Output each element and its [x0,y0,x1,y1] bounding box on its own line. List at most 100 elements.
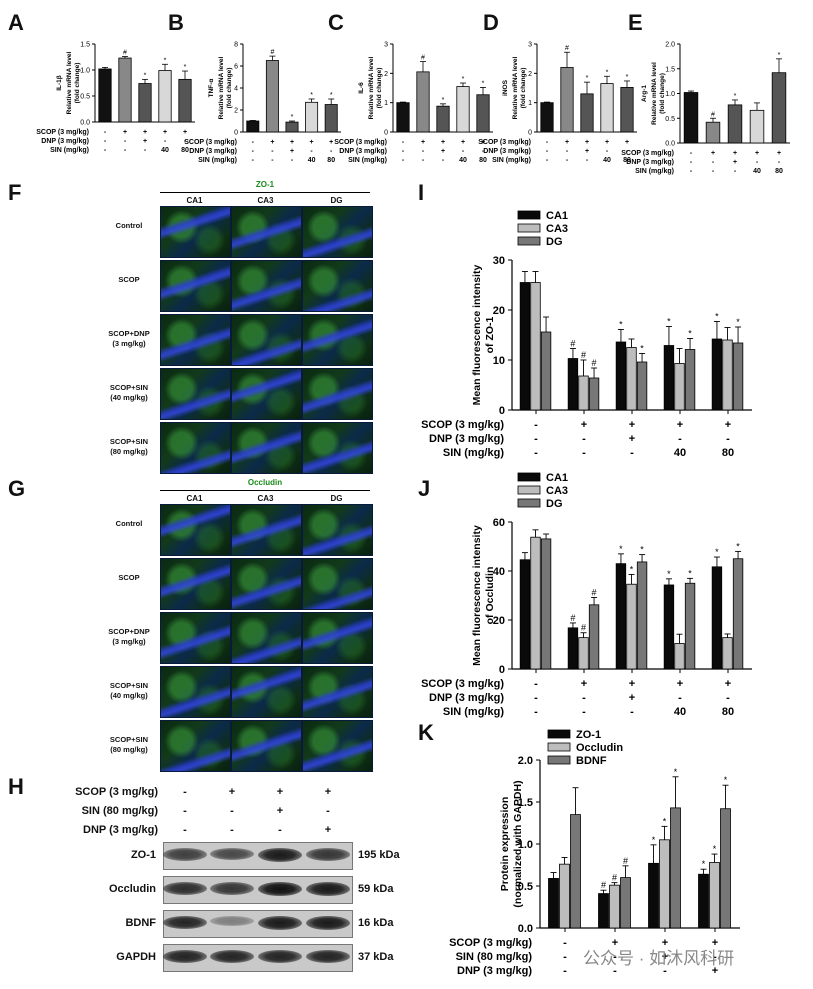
nuclei-band [161,744,230,771]
nuclei-band [161,263,230,303]
sig-mark-I: # [581,350,586,360]
micrograph-col-dg: DG [330,494,343,503]
condition-value-D: - [626,148,629,155]
sig-mark-B: # [270,49,274,56]
tick-label-E: 0.5 [665,116,675,123]
tick-label-K: 1.5 [518,797,533,809]
bar-J-dg [732,558,744,670]
y-axis-label-D: (fold change) [520,68,527,109]
bar-K-occludin [709,862,720,929]
nuclei-band [161,561,230,601]
nuclei-band [303,438,372,473]
condition-label-J: SCOP (3 mg/kg) [421,678,504,690]
panel-label-f: F [8,180,22,205]
condition-value-D: + [625,139,629,146]
condition-value-K: + [712,937,718,949]
condition-value-K: + [612,937,618,949]
bar-C [416,71,430,133]
nuclei-band [303,522,372,555]
sig-mark-K: * [652,835,656,845]
nuclei-band [303,377,372,417]
sig-mark-K: * [702,859,706,869]
bar-K-occludin [659,839,670,929]
condition-value-B: 40 [308,157,316,164]
condition-label-C: SIN (mg/kg) [348,157,387,164]
condition-value-D: + [565,139,569,146]
blot-condition-value: - [278,824,282,836]
micrograph-row-label: SCOP [118,275,140,284]
condition-value-B: - [310,148,313,155]
condition-value-B: - [252,157,255,164]
condition-label-E: DNP (3 mg/kg) [626,159,674,166]
sig-mark-D: * [626,74,629,81]
legend-label-J: CA3 [546,485,568,497]
tick-label-D: 2 [528,71,532,78]
condition-label-D: SIN (mg/kg) [492,157,531,164]
condition-value-J: 80 [722,706,734,718]
blot-band [258,950,302,963]
micrograph-row-label: SCOP+SIN (80 mg/kg) [109,735,149,754]
condition-value-I: - [582,433,586,445]
tick-label-J: 40 [493,566,505,578]
legend-label-I: CA3 [546,223,568,235]
legend-label-I: DG [546,236,563,248]
tick-label-K: 2.0 [518,755,533,767]
bar-J-ca1 [519,559,531,670]
condition-value-A: - [124,147,127,154]
condition-value-J: + [677,678,683,690]
y-axis-label-B: (fold change) [226,68,233,109]
micrograph-row-label: SCOP+DNP (3 mg/kg) [108,627,150,646]
y-axis-title-C: IL-6 [358,82,365,94]
condition-value-E: - [690,159,693,166]
sig-mark-A: * [164,57,167,64]
nuclei-band [161,324,230,364]
condition-value-J: 40 [674,706,686,718]
tick-label-C: 3 [384,42,388,49]
blot-band [210,882,254,895]
tick-label-E: 1.5 [665,66,675,73]
condition-value-E: - [690,168,693,175]
micrograph-row-label: SCOP+SIN (80 mg/kg) [109,437,149,456]
condition-value-K: - [563,965,567,977]
micrograph-row-label: SCOP+DNP (3 mg/kg) [108,329,150,348]
y-axis-label-E: (fold change) [659,73,666,114]
condition-value-J: - [534,692,538,704]
condition-value-I: + [725,419,731,431]
condition-value-E: + [777,150,781,157]
tick-label-D: 1 [528,100,532,107]
bar-I-ca3 [578,375,589,411]
nuclei-band [232,725,301,765]
bar-J-ca3 [578,637,589,670]
sig-mark-I: * [715,312,719,322]
micrograph-image [160,612,231,664]
condition-value-I: - [678,433,682,445]
sig-mark-I: # [592,358,597,368]
bar-K-bdnf [570,814,581,929]
condition-label-B: DNP (3 mg/kg) [189,148,237,155]
micrograph-image [231,504,302,556]
bar-A [118,57,132,123]
micrograph-row-label: SCOP+SIN (40 mg/kg) [109,681,149,700]
condition-value-B: 80 [327,157,335,164]
legend-swatch-I [517,210,541,220]
condition-value-D: - [566,148,569,155]
sig-mark-B: * [310,92,313,99]
condition-value-A: + [123,129,127,136]
condition-label-A: SIN (mg/kg) [50,147,89,154]
micrograph-col-ca1: CA1 [186,494,203,503]
condition-value-I: + [677,419,683,431]
nuclei-band [303,675,372,715]
micrograph-row-label: SCOP+SIN (40 mg/kg) [109,383,149,402]
nuclei-band [232,213,301,253]
bar-D [560,67,574,133]
bar-J-dg [540,538,552,670]
condition-value-J: - [678,692,682,704]
nuclei-band [303,316,372,356]
blot-condition-label: SIN (80 mg/kg) [81,805,158,817]
bar-J-ca3 [722,637,733,670]
micrograph-image [231,720,302,772]
condition-label-I: DNP (3 mg/kg) [429,433,504,445]
tick-label-B: 0 [234,130,238,137]
condition-value-D: - [586,157,589,164]
